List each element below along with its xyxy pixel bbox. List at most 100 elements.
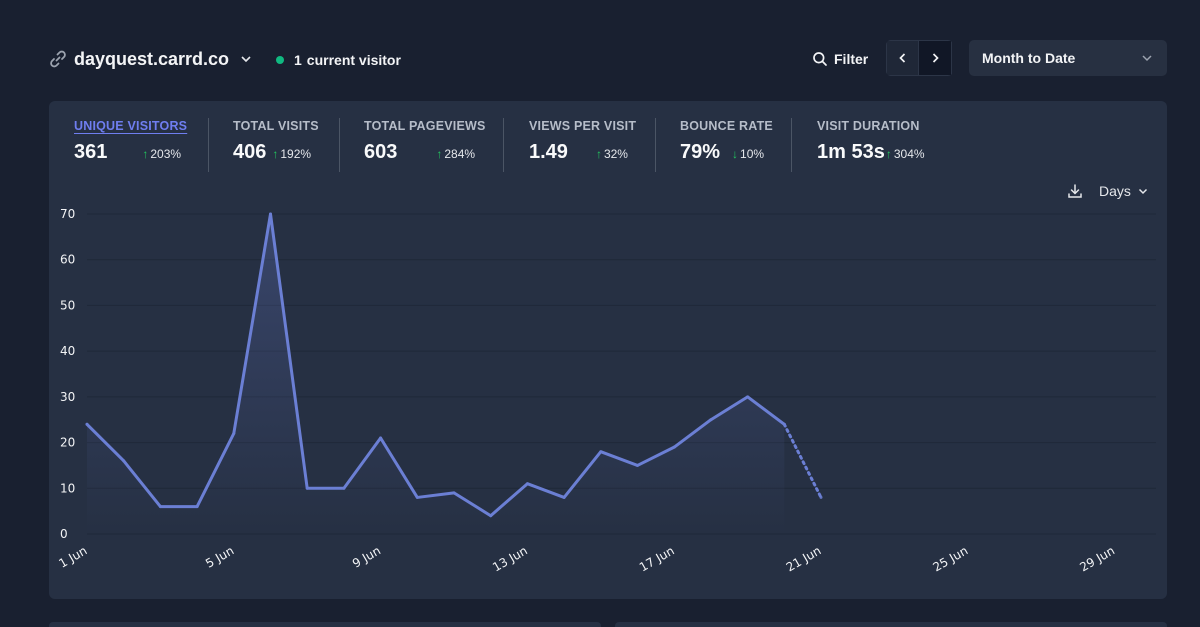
data-point	[709, 418, 713, 422]
data-point	[232, 431, 236, 435]
date-range-label: Month to Date	[982, 50, 1076, 66]
divider	[503, 118, 504, 172]
chevron-left-icon	[898, 53, 905, 63]
search-icon	[813, 52, 827, 66]
date-range-select[interactable]: Month to Date	[969, 40, 1167, 76]
x-tick-label: 1 Jun	[56, 543, 89, 570]
y-tick-label: 70	[60, 207, 75, 221]
data-point	[269, 212, 272, 216]
x-tick-label: 9 Jun	[350, 543, 383, 570]
top-stats: UNIQUE VISITORS 361 ↑ 203% TOTAL VISITS 4…	[49, 101, 1167, 181]
stat-change: ↑ 203%	[142, 147, 182, 161]
chevron-right-icon	[932, 53, 939, 63]
x-tick-label: 29 Jun	[1077, 543, 1117, 574]
stat-label: BOUNCE RATE	[680, 119, 773, 133]
arrow-up-icon: ↑	[885, 147, 892, 161]
bottom-card-right	[615, 622, 1167, 627]
top-bar: dayquest.carrd.co 1 current visitor Filt…	[0, 0, 1200, 100]
data-point	[562, 495, 566, 499]
interval-select[interactable]: Days	[1099, 183, 1149, 199]
arrow-up-icon: ↑	[142, 147, 149, 161]
x-tick-label: 25 Jun	[931, 543, 971, 574]
y-tick-label: 60	[60, 253, 75, 267]
divider	[655, 118, 656, 172]
filter-label: Filter	[834, 51, 869, 67]
current-visitors[interactable]: 1 current visitor	[276, 50, 401, 70]
interval-label: Days	[1099, 183, 1131, 199]
arrow-up-icon: ↑	[272, 147, 279, 161]
data-point	[819, 495, 823, 499]
data-point	[379, 436, 383, 440]
stat-visit-duration[interactable]: VISIT DURATION 1m 53s ↑ 304%	[817, 119, 925, 164]
data-point	[489, 514, 493, 518]
stat-total-visits[interactable]: TOTAL VISITS 406 ↑ 192%	[233, 119, 319, 164]
stat-change: ↓ 10%	[732, 147, 765, 161]
bottom-card-left	[49, 622, 601, 627]
y-tick-label: 20	[60, 436, 75, 450]
stat-unique-visitors[interactable]: UNIQUE VISITORS 361 ↑ 203%	[74, 119, 187, 164]
stat-change: ↑ 192%	[272, 147, 312, 161]
data-point	[342, 486, 346, 490]
data-point	[782, 422, 786, 426]
series-line-incomplete	[782, 422, 823, 499]
data-point	[525, 482, 529, 486]
data-point	[636, 463, 639, 467]
stat-change: ↑ 284%	[436, 147, 476, 161]
site-name[interactable]: dayquest.carrd.co	[74, 48, 230, 69]
main-graph-panel: UNIQUE VISITORS 361 ↑ 203% TOTAL VISITS 4…	[49, 101, 1167, 599]
divider	[791, 118, 792, 172]
series-line	[85, 212, 786, 518]
stat-change: ↑ 32%	[595, 147, 628, 161]
stat-views-per-visit[interactable]: VIEWS PER VISIT 1.49 ↑ 32%	[529, 119, 636, 164]
download-icon[interactable]	[1067, 183, 1083, 199]
live-dot-icon	[276, 56, 284, 64]
divider	[208, 118, 209, 172]
y-tick-label: 30	[60, 390, 75, 404]
stat-value: 406	[233, 141, 267, 163]
stat-label: UNIQUE VISITORS	[74, 119, 188, 133]
chevron-down-icon	[1140, 51, 1154, 65]
data-point	[452, 491, 456, 495]
link-icon	[48, 49, 68, 69]
current-visitor-label: current visitor	[306, 52, 401, 68]
visitors-line-chart: 0 10 20 30 40 50 60 70 1 Jun 5 Jun 9 Jun 13 Jun 17 J…	[56, 207, 1156, 575]
y-tick-label: 0	[60, 527, 68, 541]
arrow-up-icon: ↑	[436, 147, 443, 161]
data-point	[599, 450, 603, 454]
chevron-down-icon[interactable]	[239, 52, 253, 66]
stat-value: 1.49	[529, 141, 568, 163]
stat-label: TOTAL VISITS	[233, 119, 319, 133]
y-tick-label: 10	[60, 481, 75, 495]
previous-period-button[interactable]	[886, 40, 919, 76]
stat-total-pageviews[interactable]: TOTAL PAGEVIEWS 603 ↑ 284%	[364, 119, 486, 164]
data-point	[746, 395, 750, 399]
x-tick-label: 5 Jun	[203, 543, 236, 570]
stat-value: 1m 53s	[817, 141, 885, 163]
x-tick-label: 21 Jun	[784, 543, 824, 574]
data-point	[158, 505, 162, 509]
filter-button[interactable]: Filter	[812, 46, 868, 72]
stat-value: 361	[74, 141, 108, 163]
data-point	[415, 495, 419, 499]
stat-value: 603	[364, 141, 398, 163]
current-visitor-count: 1	[294, 52, 302, 68]
stat-label: TOTAL PAGEVIEWS	[364, 119, 486, 133]
stat-bounce-rate[interactable]: BOUNCE RATE 79% ↓ 10%	[680, 119, 773, 164]
data-point	[85, 422, 89, 426]
arrow-up-icon: ↑	[595, 147, 602, 161]
x-tick-label: 17 Jun	[637, 543, 677, 574]
stat-value: 79%	[680, 141, 721, 163]
data-point	[672, 445, 676, 449]
period-navigation	[886, 40, 953, 76]
y-tick-label: 50	[60, 298, 75, 312]
data-point	[305, 486, 309, 490]
stat-change: ↑ 304%	[885, 147, 925, 161]
data-point	[122, 459, 126, 463]
data-point	[195, 505, 199, 509]
chevron-down-icon	[1137, 185, 1149, 197]
next-period-button[interactable]	[919, 40, 952, 76]
interval-controls: Days	[1067, 181, 1149, 201]
stat-label: VIEWS PER VISIT	[529, 119, 637, 133]
site-switcher[interactable]: dayquest.carrd.co	[48, 44, 253, 74]
divider	[339, 118, 340, 172]
